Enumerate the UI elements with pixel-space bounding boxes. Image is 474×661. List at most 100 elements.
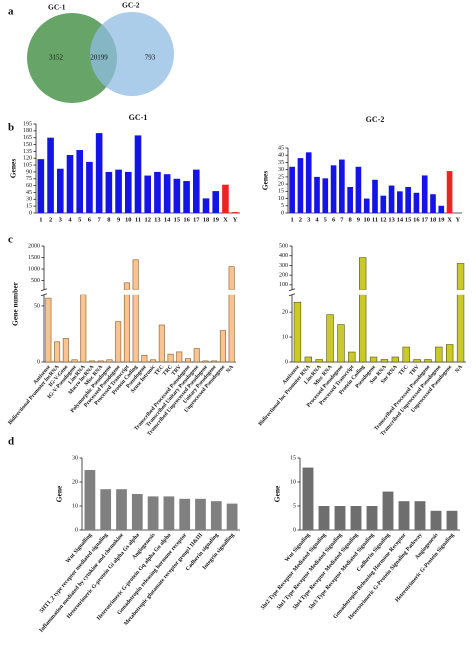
y-tick-label: 5	[281, 203, 284, 209]
y-tick-label: 150	[23, 142, 32, 148]
bar	[318, 506, 330, 530]
x-tick-label: 1	[291, 216, 294, 223]
x-tick-label: 10	[363, 216, 370, 223]
y-tick-label: 500	[279, 243, 288, 249]
bar	[228, 294, 235, 363]
x-tick-label: 17	[421, 216, 428, 223]
bar	[179, 498, 191, 530]
bar	[391, 356, 399, 363]
y-tick-label: 195	[23, 121, 32, 127]
y-tick-label: 5	[293, 503, 296, 509]
y-tick-label: 10	[282, 334, 288, 340]
y-tick-label: 90	[26, 169, 32, 175]
x-tick-label: 14	[397, 216, 404, 223]
y-tick-label: 25	[278, 174, 284, 180]
x-tick-label: 5HT1_2 type receptor mediated signaling	[39, 532, 109, 614]
bar	[430, 194, 436, 213]
bar	[446, 171, 453, 213]
bar	[71, 359, 78, 363]
bar	[326, 314, 334, 363]
x-tick-label: 19	[438, 216, 445, 223]
panel-label: c	[8, 234, 13, 246]
x-tick-label: 16	[183, 216, 190, 223]
bar	[193, 348, 200, 363]
bar	[62, 338, 69, 363]
bar	[202, 360, 209, 363]
bar	[304, 356, 312, 363]
bar-upper	[456, 263, 465, 290]
bar	[435, 346, 443, 363]
bar	[388, 185, 395, 213]
x-tick-label: 6	[88, 216, 92, 223]
bar-upper	[359, 257, 367, 290]
y-axis-label: Gene	[55, 485, 64, 502]
bar	[359, 294, 367, 363]
bar	[212, 191, 220, 213]
bar	[366, 506, 378, 530]
y-tick-label: 75	[26, 176, 32, 182]
x-tick-label: Bidirectional lnc Promoter RNA	[258, 364, 312, 427]
x-tick-label: 12	[144, 216, 151, 223]
y-tick-label: 0	[281, 210, 284, 216]
y-tick-label: 2000	[28, 243, 40, 249]
bar	[322, 178, 329, 213]
bar	[115, 169, 122, 213]
bar	[334, 506, 346, 530]
region-count: 3152	[49, 54, 64, 62]
bar	[154, 171, 161, 213]
y-tick-label: 1000	[28, 266, 40, 272]
y-tick-label: 200	[279, 273, 288, 279]
bar	[456, 294, 465, 363]
y-tick-label: 180	[23, 128, 32, 134]
bar	[413, 192, 420, 213]
x-tick-label: 11	[372, 216, 378, 223]
bar	[37, 159, 45, 213]
bar	[47, 137, 54, 213]
bar	[95, 133, 103, 213]
y-tick-label: 10	[278, 196, 284, 202]
y-tick-label: 30	[72, 455, 78, 461]
x-tick-label: 3	[307, 216, 311, 223]
x-tick-label: 11	[135, 216, 141, 223]
panel-label: a	[8, 6, 14, 18]
bar	[355, 166, 362, 213]
bar-upper	[123, 282, 130, 290]
bar	[144, 175, 152, 213]
bar	[97, 360, 104, 363]
y-tick-label: 45	[26, 190, 32, 196]
y-tick-label: 20	[72, 479, 78, 485]
x-tick-label: X	[447, 216, 452, 223]
bar	[413, 359, 421, 363]
bar	[116, 489, 127, 530]
bar	[195, 498, 206, 530]
y-axis-label: Genes	[9, 159, 18, 179]
y-tick-label: 100	[279, 282, 288, 288]
x-tick-label: 7	[98, 216, 102, 223]
bar	[56, 168, 64, 213]
set-name: GC-1	[48, 3, 66, 12]
bar	[382, 491, 394, 530]
bar	[163, 496, 175, 530]
axis-break	[40, 293, 48, 297]
y-tick-label: 10	[290, 479, 296, 485]
bar	[424, 359, 432, 363]
x-tick-label: 4	[315, 216, 319, 223]
panel-label: d	[8, 436, 14, 448]
set-circle	[90, 12, 174, 96]
x-tick-label: 6	[332, 216, 336, 223]
bar	[402, 346, 410, 363]
y-tick-label: 300	[279, 263, 288, 269]
y-tick-label: 120	[23, 156, 32, 162]
bar	[163, 174, 171, 213]
bar	[141, 354, 148, 363]
bar	[414, 501, 426, 530]
y-tick-label: 105	[23, 162, 32, 168]
bar	[88, 360, 96, 363]
bar	[397, 191, 403, 213]
bar	[158, 324, 165, 363]
bar	[124, 171, 132, 213]
y-tick-label: 30	[26, 197, 32, 203]
bar	[446, 344, 454, 363]
bar	[305, 152, 312, 213]
x-tick-label: 12	[380, 216, 387, 223]
